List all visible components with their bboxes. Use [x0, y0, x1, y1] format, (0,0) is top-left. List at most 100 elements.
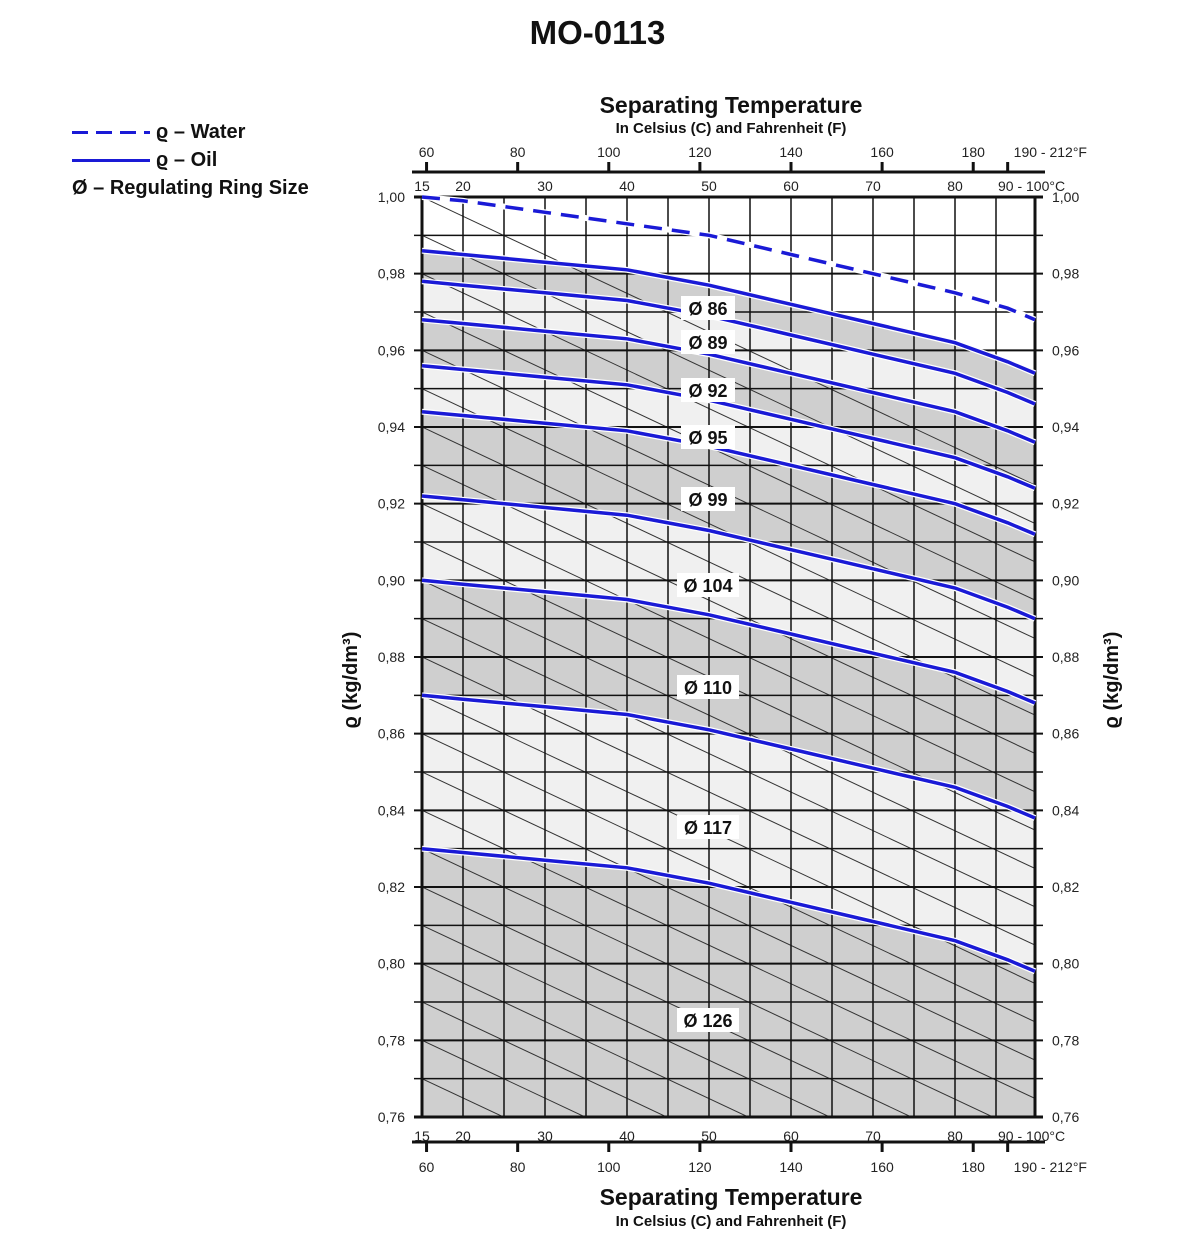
ring-label-bg: [681, 378, 735, 402]
y-tick-label-right: 0,94: [1052, 419, 1079, 435]
y-tick-label-left: 0,80: [378, 956, 405, 972]
fahrenheit-tick-label: 140: [779, 1159, 803, 1175]
legend-label: Oil: [190, 148, 218, 171]
y-tick-label-right: 0,76: [1052, 1109, 1079, 1125]
ring-label-bg: [677, 1008, 739, 1032]
celsius-tick-label: 70: [865, 1128, 881, 1144]
fahrenheit-tick-label: 180: [962, 144, 986, 160]
y-tick-label-right: 0,92: [1052, 496, 1079, 512]
legend: ϱ – Water ϱ – Oil Ø – Regulating Ring Si…: [72, 118, 309, 202]
legend-dash: –: [93, 176, 105, 199]
celsius-tick-label: 30: [537, 178, 553, 194]
ring-size-labels: Ø 86 Ø 89 Ø 92 Ø 95 Ø 99 Ø 104 Ø 110 Ø 117 Ø 126: [677, 296, 739, 1032]
bottom-axis-title: Separating Temperature: [600, 1184, 863, 1210]
celsius-tick-label: 60: [783, 178, 799, 194]
ring-size-label: Ø 89: [688, 333, 727, 353]
oil-curve-86: [421, 248, 1036, 375]
celsius-tick-label: 40: [619, 178, 635, 194]
bottom-axis-subtitle: In Celsius (C) and Fahrenheit (F): [616, 1213, 847, 1230]
oil-curve-110: [421, 578, 1036, 705]
y-tick-label-right: 0,84: [1052, 802, 1079, 818]
fahrenheit-tick-label: 60: [419, 1159, 435, 1175]
celsius-tick-label: 80: [947, 178, 963, 194]
celsius-tick-label: 15: [414, 1128, 430, 1144]
celsius-tick-label: 50: [701, 1128, 717, 1144]
axes: 60 80 100 120 140 160 180 190 - 212°F 15 20 30 40 50…: [340, 92, 1123, 1230]
top-axis-title: Separating Temperature: [600, 92, 863, 118]
y-tick-label-right: 0,78: [1052, 1032, 1079, 1048]
y-tick-label-right: 0,96: [1052, 342, 1079, 358]
oil-curve-104: [421, 494, 1036, 621]
ring-label-bg: [681, 487, 735, 511]
top-axis-subtitle: In Celsius (C) and Fahrenheit (F): [616, 120, 847, 137]
y-tick-label-right: 1,00: [1052, 189, 1079, 205]
ring-size-label: Ø 99: [688, 490, 727, 510]
oil-curve-89: [421, 279, 1036, 406]
y-axis-label-right: ϱ (kg/dm³): [1101, 632, 1123, 729]
y-tick-label-left: 0,84: [378, 802, 405, 818]
fahrenheit-tick-label: 190 - 212°F: [1014, 1159, 1087, 1175]
celsius-tick-label: 15: [414, 178, 430, 194]
fahrenheit-tick-label: 80: [510, 1159, 526, 1175]
y-axis-label-left: ϱ (kg/dm³): [340, 632, 362, 729]
fahrenheit-tick-label: 160: [870, 144, 894, 160]
y-tick-label-left: 1,00: [378, 189, 405, 205]
ring-label-bg: [677, 573, 739, 597]
ring-label-bg: [681, 330, 735, 354]
ring-size-label: Ø 117: [684, 818, 732, 838]
ring-size-label: Ø 104: [683, 576, 732, 596]
y-tick-label-right: 0,98: [1052, 266, 1079, 282]
ring-label-bg: [677, 675, 739, 699]
oil-curve-99: [421, 409, 1036, 536]
water-density-curve: [421, 195, 1036, 322]
celsius-tick-label: 70: [865, 178, 881, 194]
ring-label-bg: [677, 815, 739, 839]
diameter-symbol: Ø: [72, 176, 88, 199]
y-tick-label-left: 0,98: [378, 266, 405, 282]
y-tick-label-left: 0,96: [378, 342, 405, 358]
oil-curve-117: [421, 693, 1036, 820]
legend-dash: –: [173, 148, 186, 171]
y-tick-label-left: 0,86: [378, 726, 405, 742]
celsius-tick-label: 20: [455, 1128, 471, 1144]
solid-line-icon: [72, 158, 150, 162]
celsius-tick-label: 60: [783, 1128, 799, 1144]
oil-curve-126: [421, 846, 1036, 973]
legend-dash: –: [173, 120, 186, 143]
fahrenheit-tick-label: 60: [419, 144, 435, 160]
celsius-tick-label: 80: [947, 1128, 963, 1144]
fahrenheit-tick-label: 80: [510, 144, 526, 160]
oil-curve-95: [421, 363, 1036, 490]
y-tick-label-right: 0,86: [1052, 726, 1079, 742]
y-tick-label-right: 0,88: [1052, 649, 1079, 665]
ring-label-bg: [681, 425, 735, 449]
celsius-tick-label: 90 - 100°C: [998, 1128, 1065, 1144]
y-tick-label-right: 0,90: [1052, 572, 1079, 588]
fahrenheit-tick-label: 100: [597, 144, 621, 160]
ring-size-label: Ø 126: [683, 1011, 732, 1031]
ring-size-label: Ø 86: [688, 299, 727, 319]
band-126: [422, 848, 1035, 1117]
y-tick-label-left: 0,90: [378, 572, 405, 588]
legend-item-oil: ϱ – Oil: [72, 146, 309, 174]
y-tick-label-left: 0,94: [378, 419, 405, 435]
y-tick-label-left: 0,76: [378, 1109, 405, 1125]
y-tick-label-left: 0,92: [378, 496, 405, 512]
rho-symbol: ϱ: [156, 148, 169, 171]
density-curves: [421, 194, 1037, 975]
ring-size-label: Ø 92: [688, 381, 727, 401]
grid-lines: [414, 195, 1043, 1119]
y-tick-label-right: 0,82: [1052, 879, 1079, 895]
legend-label: Water: [190, 120, 246, 143]
band-89: [422, 281, 1035, 443]
legend-item-ring: Ø – Regulating Ring Size: [72, 174, 309, 202]
fahrenheit-tick-label: 120: [688, 144, 712, 160]
chart-title: MO-0113: [529, 14, 666, 51]
celsius-tick-label: 40: [619, 1128, 635, 1144]
rho-symbol: ϱ: [156, 120, 169, 143]
oil-curve-92: [421, 317, 1036, 444]
legend-item-water: ϱ – Water: [72, 118, 309, 146]
ring-label-bg: [681, 296, 735, 320]
ring-size-label: Ø 95: [688, 428, 727, 448]
